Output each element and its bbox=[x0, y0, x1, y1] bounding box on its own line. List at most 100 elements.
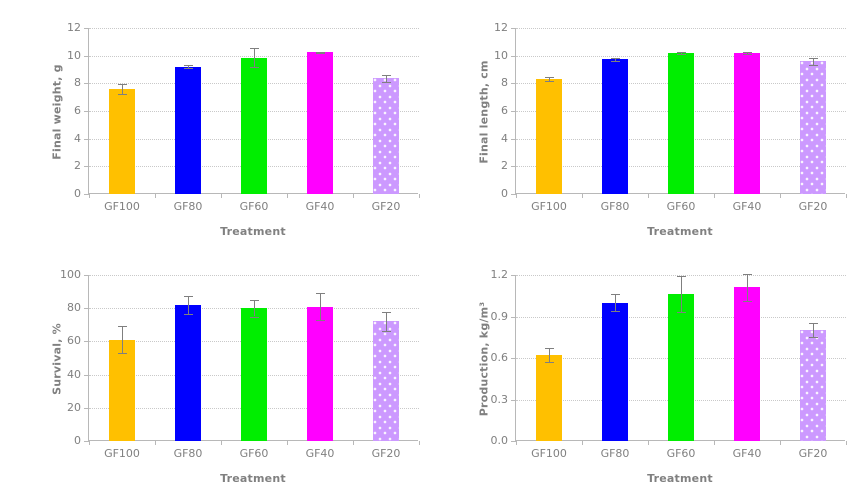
x-category-label: GF60 bbox=[239, 447, 269, 460]
x-category-label: GF60 bbox=[666, 447, 696, 460]
x-axis-title: Treatment bbox=[220, 472, 286, 485]
bar-gf20 bbox=[800, 330, 826, 441]
bar-gf40 bbox=[307, 52, 333, 194]
error-bar-cap-top bbox=[743, 273, 752, 275]
error-bar-cap-bottom bbox=[118, 93, 127, 95]
error-bar-cap-top bbox=[316, 51, 325, 53]
x-tick-mark bbox=[582, 194, 583, 198]
y-tick-mark bbox=[84, 138, 89, 140]
bar-gf100 bbox=[109, 339, 135, 441]
bar-gf100 bbox=[536, 79, 562, 194]
error-bar-cap-top bbox=[382, 75, 391, 77]
error-bar-cap-top bbox=[316, 293, 325, 295]
x-category-label: GF40 bbox=[732, 447, 762, 460]
x-category-label: GF40 bbox=[305, 200, 335, 213]
error-bar-line bbox=[813, 57, 814, 65]
x-tick-mark bbox=[648, 441, 649, 445]
y-tick-mark bbox=[511, 358, 516, 359]
x-tick-mark bbox=[516, 441, 517, 445]
y-tick-mark bbox=[84, 28, 89, 29]
y-tick-mark bbox=[511, 441, 516, 442]
error-bar-cap-bottom bbox=[743, 301, 752, 303]
error-bar-line bbox=[188, 65, 189, 69]
x-tick-mark bbox=[419, 194, 420, 198]
x-tick-mark bbox=[353, 441, 354, 445]
error-bar-line bbox=[747, 273, 748, 302]
bar-gf20 bbox=[373, 321, 399, 441]
y-tick-label: 6 bbox=[74, 104, 81, 117]
y-tick-mark bbox=[84, 341, 89, 343]
x-category-label: GF80 bbox=[600, 200, 630, 213]
error-bar-cap-top bbox=[118, 84, 127, 86]
y-tick-mark bbox=[511, 399, 516, 401]
error-bar-line bbox=[386, 75, 387, 82]
x-axis-title: Treatment bbox=[647, 472, 713, 485]
x-category-label: GF40 bbox=[732, 200, 762, 213]
y-tick-label: 0 bbox=[501, 187, 508, 200]
bar-gf20 bbox=[373, 78, 399, 194]
error-bar-cap-top bbox=[743, 51, 752, 53]
y-tick-label: 0 bbox=[74, 187, 81, 200]
x-tick-mark bbox=[714, 194, 715, 198]
bar-gf100 bbox=[536, 355, 562, 441]
plot-area: 0.0 0.3 0.6 0.9 1.2 GF100 GF80 GF60 GF40 GF20 bbox=[491, 269, 847, 460]
x-category-label: GF20 bbox=[371, 447, 401, 460]
y-tick-label: 0.3 bbox=[490, 392, 509, 406]
y-tick-mark bbox=[84, 374, 89, 376]
x-tick-mark bbox=[221, 441, 222, 445]
x-tick-mark bbox=[516, 194, 517, 198]
y-tick-label: 2 bbox=[74, 159, 81, 173]
y-tick-label: 100 bbox=[60, 268, 81, 281]
error-bar-cap-bottom bbox=[184, 314, 193, 315]
error-bar-cap-bottom bbox=[677, 53, 686, 55]
x-category-label: GF80 bbox=[173, 200, 203, 213]
y-tick-label: 6 bbox=[501, 104, 508, 117]
x-tick-mark bbox=[846, 194, 847, 198]
error-bar-cap-top bbox=[545, 348, 554, 350]
error-bar-cap-bottom bbox=[677, 312, 686, 314]
error-bar-line bbox=[549, 77, 550, 82]
error-bar-cap-top bbox=[611, 57, 620, 59]
y-tick-mark bbox=[511, 166, 516, 168]
y-tick-mark bbox=[84, 194, 89, 195]
y-tick-label: 40 bbox=[67, 367, 81, 381]
x-tick-mark bbox=[582, 441, 583, 445]
error-bar-cap-top bbox=[250, 48, 259, 50]
x-tick-mark bbox=[846, 441, 847, 445]
x-tick-mark bbox=[419, 441, 420, 445]
error-bar-cap-bottom bbox=[316, 52, 325, 54]
bar-gf100 bbox=[109, 88, 135, 194]
y-tick-mark bbox=[84, 55, 89, 57]
y-tick-label: 12 bbox=[494, 21, 508, 34]
error-bar-line bbox=[254, 299, 255, 317]
bar-gf80 bbox=[602, 59, 628, 194]
x-tick-mark bbox=[287, 441, 288, 445]
x-category-label: GF80 bbox=[173, 447, 203, 460]
x-tick-mark bbox=[155, 441, 156, 445]
x-category-label: GF20 bbox=[798, 447, 828, 460]
error-bar-cap-bottom bbox=[809, 337, 818, 339]
bar-gf80 bbox=[175, 304, 201, 441]
y-tick-mark bbox=[511, 28, 516, 29]
error-bar-cap-bottom bbox=[382, 331, 391, 333]
gridline bbox=[516, 28, 846, 29]
y-tick-mark bbox=[511, 275, 516, 276]
error-bar-cap-top bbox=[545, 77, 554, 79]
x-category-label: GF60 bbox=[666, 200, 696, 213]
plot-area: 0 2 4 6 8 10 12 GF100 GF80 GF60 GF40 GF20 bbox=[67, 22, 420, 213]
x-category-label: GF100 bbox=[531, 200, 567, 213]
error-bar-line bbox=[681, 276, 682, 313]
y-tick-label: 0 bbox=[74, 434, 81, 447]
y-tick-mark bbox=[84, 111, 89, 112]
y-tick-label: 0.6 bbox=[490, 351, 509, 364]
y-tick-label: 10 bbox=[67, 48, 81, 62]
error-bar-line bbox=[386, 311, 387, 332]
gridline bbox=[89, 275, 419, 276]
bar-gf60 bbox=[241, 57, 267, 194]
error-bar-line bbox=[549, 348, 550, 363]
y-tick-label: 20 bbox=[67, 400, 81, 414]
y-tick-label: 10 bbox=[494, 48, 508, 62]
x-category-label: GF20 bbox=[371, 200, 401, 213]
error-bar-line bbox=[615, 294, 616, 311]
